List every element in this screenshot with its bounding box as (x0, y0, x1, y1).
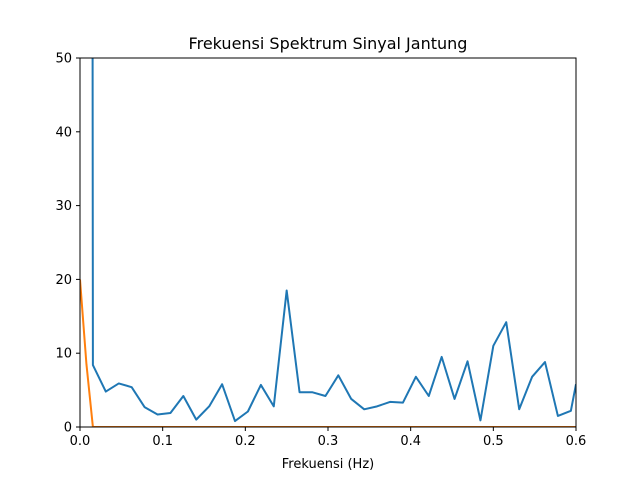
x-tick-label: 0.6 (566, 434, 587, 449)
x-tick-label: 0.0 (70, 434, 91, 449)
plot-frame (79, 57, 577, 428)
chart-title: Frekuensi Spektrum Sinyal Jantung (189, 34, 468, 53)
y-tick-label: 30 (55, 199, 72, 214)
x-tick-label: 0.5 (483, 434, 504, 449)
series-line-2 (80, 279, 576, 427)
y-tick-label: 50 (55, 52, 72, 67)
y-tick-label: 40 (55, 125, 72, 140)
y-tick-label: 20 (55, 273, 72, 288)
x-tick-label: 0.4 (400, 434, 421, 449)
x-tick-label: 0.3 (318, 434, 339, 449)
x-tick-label: 0.2 (235, 434, 256, 449)
x-tick-label: 0.1 (152, 434, 173, 449)
x-axis-label: Frekuensi (Hz) (282, 457, 374, 472)
y-tick-label: 0 (64, 421, 72, 436)
series-line-1 (91, 58, 576, 423)
y-tick-label: 10 (55, 347, 72, 362)
